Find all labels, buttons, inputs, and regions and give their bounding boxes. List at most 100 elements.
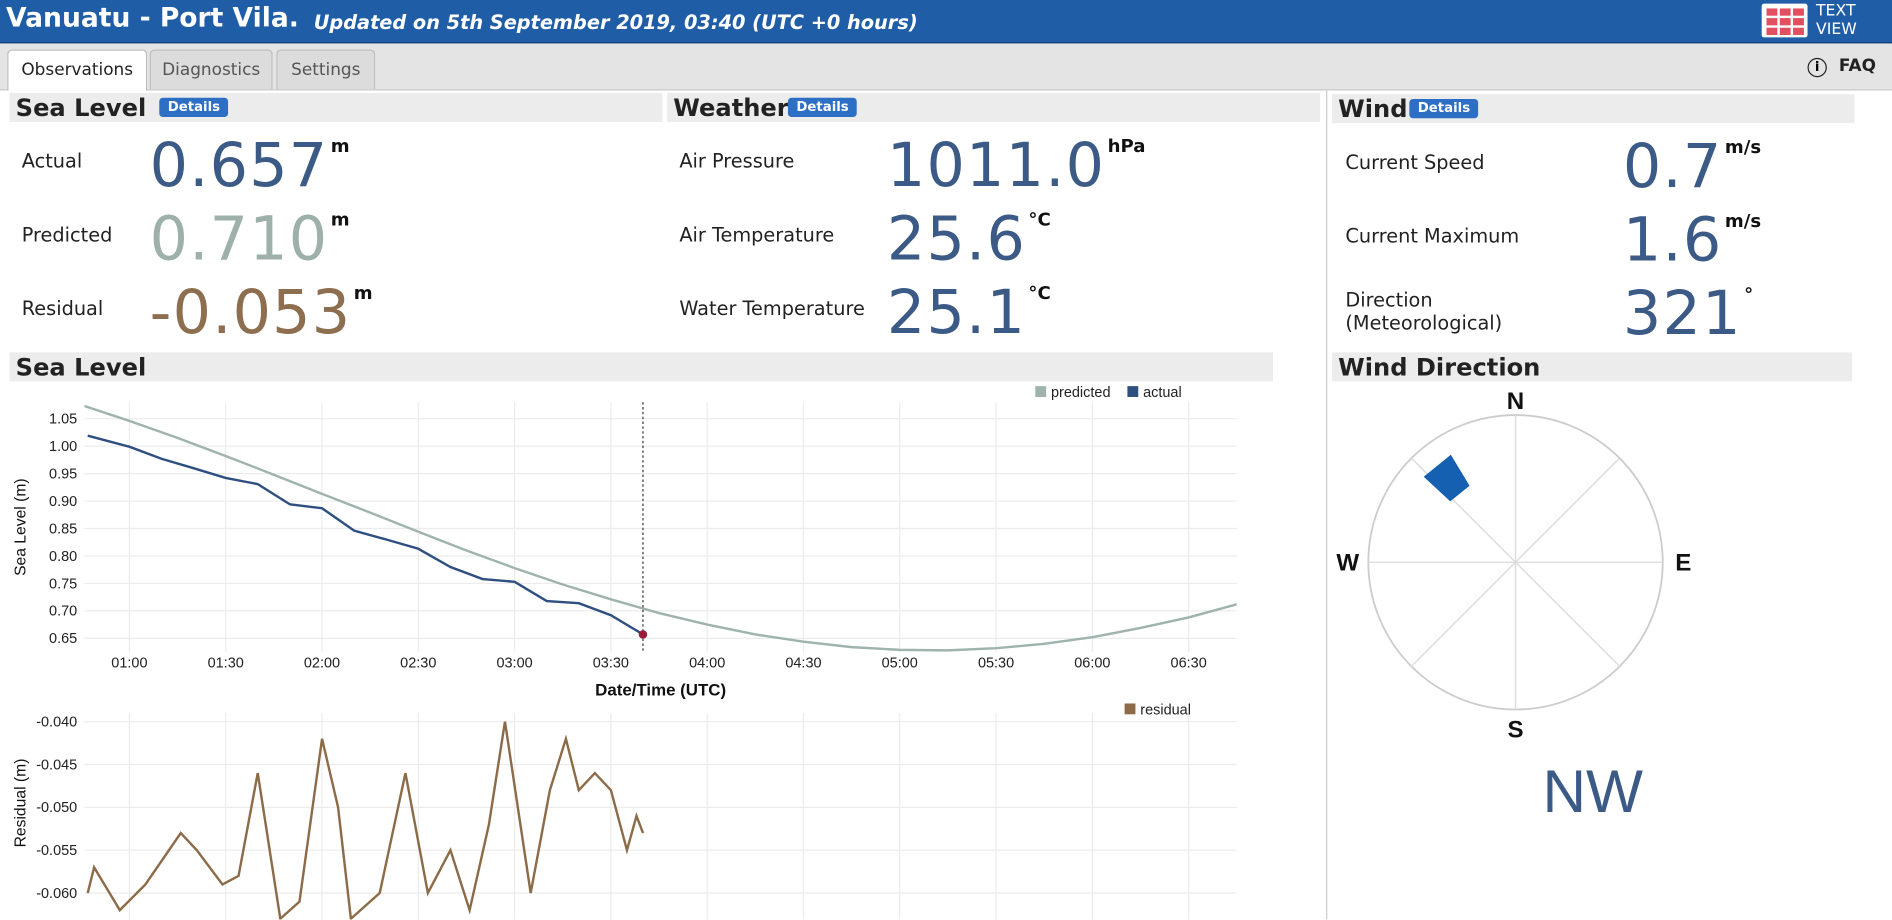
row-unit: m — [353, 282, 373, 305]
y-axis-title: Residual (m) — [12, 759, 29, 848]
section-header: Wind Direction — [1332, 352, 1853, 382]
x-tick-label: 05:00 — [882, 656, 918, 672]
y-axis-title: Sea Level (m) — [12, 478, 29, 576]
row-unit: ° — [1744, 283, 1754, 306]
row-label: Current Maximum — [1345, 224, 1520, 248]
legend-label: residual — [1140, 702, 1191, 718]
page-title: Vanuatu - Port Vila. — [6, 3, 299, 34]
row-unit: m/s — [1724, 209, 1762, 232]
info-icon: i — [1807, 57, 1827, 78]
text-view-label: TEXT VIEW — [1815, 2, 1857, 39]
y-tick-label: -0.040 — [36, 715, 77, 731]
details-button[interactable]: Details — [159, 97, 229, 118]
tab[interactable]: Diagnostics — [149, 49, 273, 90]
row-value: -0.053 — [149, 277, 352, 348]
panel-header: Weather Details — [667, 92, 1321, 122]
row-unit: °C — [1028, 208, 1051, 231]
x-tick-label: 04:00 — [689, 656, 725, 672]
icon-cell — [1793, 8, 1804, 16]
details-button[interactable]: Details — [787, 97, 858, 118]
row-value: 25.6 — [886, 203, 1027, 274]
text-view-button[interactable]: TEXT VIEW — [1759, 1, 1889, 41]
y-tick-label: 0.90 — [49, 494, 77, 510]
row-unit: m — [330, 135, 350, 157]
compass-spoke — [1515, 561, 1621, 667]
panel-title: Wind — [1338, 94, 1408, 124]
row-label: Predicted — [21, 223, 113, 247]
row-label: Air Temperature — [679, 223, 835, 247]
x-tick-label: 06:00 — [1074, 656, 1110, 672]
y-tick-label: -0.045 — [36, 757, 77, 773]
wind-wedge — [1423, 454, 1470, 502]
row-label: Air Pressure — [679, 149, 795, 173]
wind-cardinal: NW — [1542, 757, 1643, 825]
row-unit: °C — [1028, 282, 1051, 305]
x-tick-label: 04:30 — [785, 656, 821, 672]
compass-label: W — [1336, 550, 1359, 577]
panel-title: Weather — [673, 92, 789, 122]
icon-cell — [1766, 27, 1778, 35]
legend-swatch — [1124, 703, 1136, 715]
separator — [1326, 90, 1328, 920]
x-tick-label: 01:00 — [111, 656, 147, 672]
row-unit: hPa — [1107, 135, 1146, 157]
x-tick-label: 01:30 — [208, 656, 244, 672]
compass-label: S — [1507, 716, 1523, 743]
compass-spoke — [1410, 457, 1517, 563]
icon-cell — [1779, 27, 1791, 35]
panel-title: Sea Level — [15, 92, 147, 122]
compass-spoke — [1515, 457, 1621, 563]
row-unit: m/s — [1724, 136, 1762, 159]
icon-cell — [1766, 18, 1778, 26]
tab[interactable]: Settings — [276, 49, 376, 90]
y-tick-label: 0.85 — [49, 521, 77, 537]
y-tick-label: 0.95 — [49, 466, 77, 482]
x-tick-label: 02:00 — [304, 656, 340, 672]
section-header: Sea Level — [9, 352, 1273, 382]
x-axis-title: Date/Time (UTC) — [595, 681, 726, 700]
row-value: 321 — [1622, 278, 1742, 349]
y-tick-label: 0.70 — [49, 604, 77, 620]
line — [86, 721, 645, 920]
table-icon — [1761, 3, 1808, 38]
icon-cell — [1779, 8, 1791, 16]
section-title: Wind Direction — [1338, 352, 1541, 382]
row-value: 0.7 — [1622, 131, 1723, 202]
icon-cell — [1793, 27, 1804, 35]
row-value: 1.6 — [1622, 205, 1723, 276]
y-tick-label: 0.65 — [49, 631, 77, 647]
compass-label: E — [1675, 550, 1691, 577]
row-value: 0.657 — [149, 130, 329, 201]
y-tick-label: 0.75 — [49, 576, 77, 592]
legend-swatch — [1127, 386, 1139, 397]
row-value: 0.710 — [149, 203, 329, 274]
y-tick-label: -0.060 — [36, 886, 77, 902]
compass-spoke — [1410, 561, 1517, 667]
row-value: 25.1 — [886, 277, 1027, 348]
panel-header: Wind Details — [1332, 94, 1855, 124]
row-label: Current Speed — [1345, 150, 1485, 174]
y-tick-label: -0.055 — [36, 843, 77, 859]
row-value: 1011.0 — [886, 130, 1106, 201]
panel-header: Sea Level Details — [9, 92, 663, 122]
line — [87, 434, 644, 636]
icon-cell — [1766, 8, 1778, 16]
details-button[interactable]: Details — [1409, 98, 1479, 119]
y-tick-label: 1.00 — [49, 439, 77, 455]
y-tick-label: 1.05 — [49, 412, 77, 428]
row-label: Residual — [21, 296, 104, 320]
header-bar — [0, 0, 1892, 44]
line — [84, 404, 1237, 652]
compass-label: N — [1507, 388, 1524, 415]
x-tick-label: 03:30 — [593, 656, 629, 672]
faq-label: FAQ — [1838, 56, 1876, 77]
x-tick-label: 06:30 — [1171, 656, 1207, 672]
row-label: Water Temperature — [679, 296, 865, 320]
y-tick-label: -0.050 — [36, 800, 77, 816]
section-title: Sea Level — [15, 352, 147, 382]
page-subtitle: Updated on 5th September 2019, 03:40 (UT… — [313, 10, 918, 34]
tab[interactable]: Observations — [7, 49, 148, 91]
